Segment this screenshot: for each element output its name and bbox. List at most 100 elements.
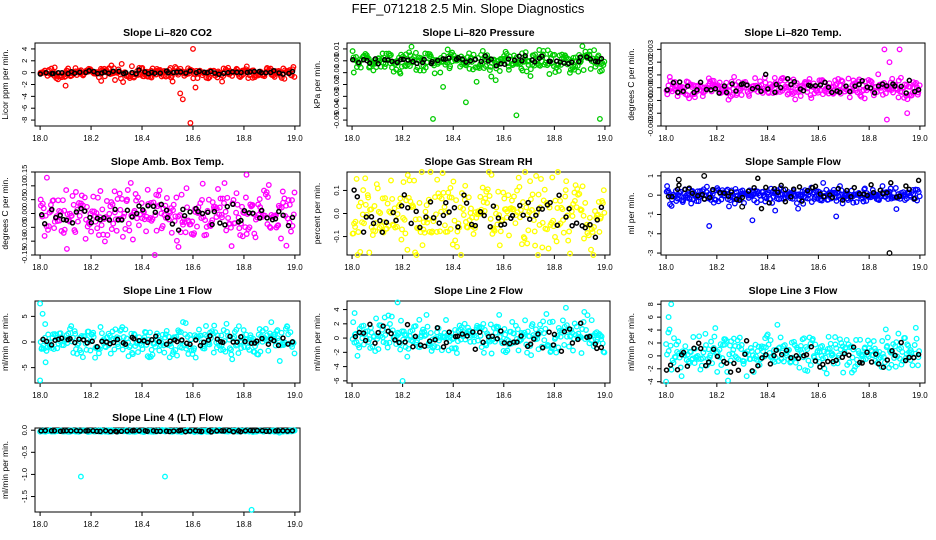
data-point-outlier	[243, 171, 250, 178]
data-point	[196, 68, 202, 75]
data-point	[781, 342, 788, 349]
data-point	[850, 346, 857, 353]
data-point	[402, 339, 408, 345]
data-point	[569, 340, 576, 346]
data-point	[216, 71, 222, 78]
data-point	[527, 196, 534, 203]
data-point	[864, 349, 870, 356]
data-point	[512, 220, 519, 227]
data-point	[825, 84, 832, 90]
data-point	[467, 58, 474, 64]
series-slopes	[37, 426, 298, 513]
data-point	[129, 236, 136, 243]
data-point	[77, 428, 84, 434]
data-point	[812, 341, 819, 348]
data-point	[375, 346, 382, 353]
data-point	[573, 323, 580, 330]
data-point	[531, 228, 538, 235]
data-point	[222, 348, 229, 355]
data-point	[234, 339, 240, 345]
data-point	[84, 340, 90, 346]
data-point	[699, 93, 706, 100]
data-point	[597, 213, 604, 220]
data-point	[553, 349, 560, 356]
data-point	[217, 220, 223, 226]
data-point	[264, 194, 271, 200]
data-point	[89, 338, 95, 345]
data-point	[582, 199, 589, 206]
data-point	[595, 59, 601, 65]
data-point	[528, 207, 535, 213]
data-point	[416, 316, 423, 323]
data-point-outlier	[881, 46, 888, 53]
data-point	[241, 344, 248, 350]
data-point	[589, 229, 596, 236]
data-point	[289, 339, 296, 345]
data-point	[365, 194, 372, 201]
data-point	[414, 60, 420, 67]
data-point	[566, 326, 573, 332]
x-tick-label: 18.2	[395, 263, 411, 272]
data-point	[464, 333, 470, 339]
data-point	[676, 182, 682, 188]
series-mean	[664, 71, 922, 96]
data-point	[714, 353, 721, 360]
data-point-outlier	[749, 217, 756, 224]
data-point	[556, 192, 562, 198]
x-tick-label: 18.4	[760, 391, 776, 400]
data-point	[696, 333, 703, 340]
data-point	[211, 322, 218, 329]
data-point	[257, 348, 264, 355]
data-point	[284, 323, 291, 330]
data-point	[360, 330, 367, 336]
data-point	[778, 351, 785, 358]
data-point	[598, 344, 605, 351]
data-point	[916, 348, 923, 355]
x-tick-label: 18.0	[32, 263, 48, 272]
data-point	[493, 63, 500, 69]
data-point-outlier	[596, 115, 603, 122]
plot-frame	[34, 427, 301, 513]
data-point	[225, 215, 232, 221]
data-point	[386, 339, 393, 346]
data-point	[398, 317, 404, 324]
data-point	[601, 58, 608, 65]
data-point	[116, 68, 122, 75]
data-point	[774, 321, 781, 328]
plot-frame	[34, 42, 301, 127]
data-point	[451, 217, 458, 224]
data-point	[879, 350, 886, 357]
data-point	[372, 56, 379, 62]
x-tick-label: 18.2	[709, 134, 725, 143]
data-point	[718, 362, 725, 369]
data-point	[529, 191, 536, 198]
x-tick-label: 18.0	[658, 391, 674, 400]
data-point	[725, 377, 731, 384]
data-point	[868, 79, 875, 85]
data-point	[762, 71, 769, 78]
y-tick-label: 0.0	[332, 208, 341, 218]
data-point	[276, 208, 282, 215]
data-point	[145, 201, 152, 207]
data-point	[712, 325, 719, 332]
data-point	[174, 352, 180, 359]
data-point	[187, 68, 193, 74]
data-point	[788, 355, 794, 361]
y-tick-label: -1.0	[20, 468, 29, 481]
data-point	[68, 323, 75, 330]
data-point	[208, 429, 215, 435]
data-point	[101, 215, 107, 221]
x-tick-label: 18.0	[32, 134, 48, 143]
data-point	[829, 351, 836, 358]
data-point	[903, 90, 909, 96]
data-point	[551, 331, 558, 338]
data-point	[804, 187, 811, 194]
data-point	[128, 63, 135, 70]
data-point	[731, 360, 737, 367]
series-mean	[38, 427, 296, 435]
data-point	[443, 199, 449, 206]
data-point	[460, 206, 467, 212]
data-point	[667, 362, 674, 368]
y-tick-label: -0.04	[332, 100, 341, 117]
data-point	[289, 427, 296, 434]
